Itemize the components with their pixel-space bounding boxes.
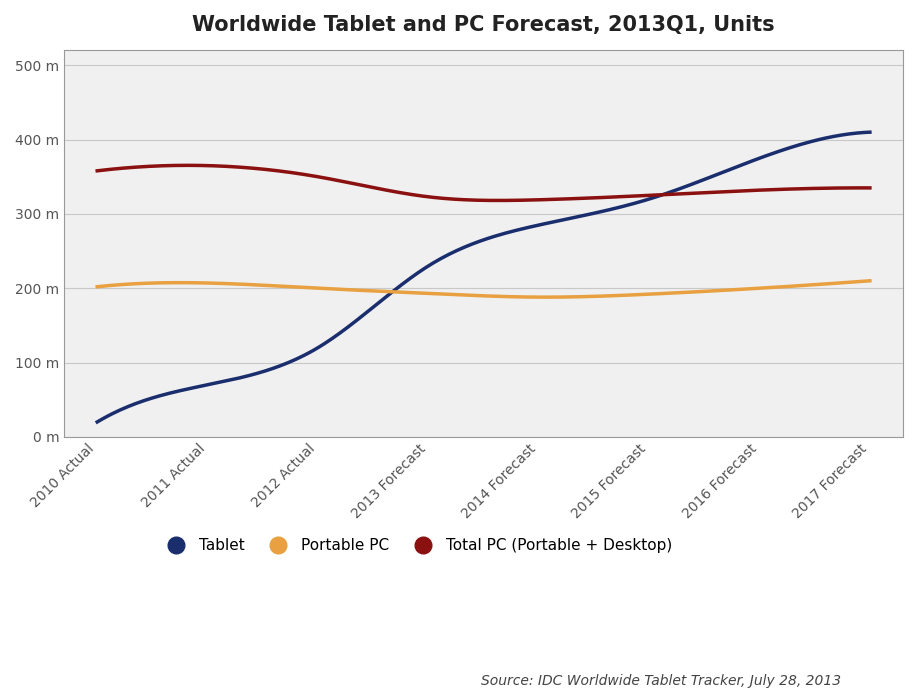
Legend: Tablet, Portable PC, Total PC (Portable + Desktop): Tablet, Portable PC, Total PC (Portable …	[153, 530, 679, 560]
Text: Source: IDC Worldwide Tablet Tracker, July 28, 2013: Source: IDC Worldwide Tablet Tracker, Ju…	[481, 674, 841, 688]
Title: Worldwide Tablet and PC Forecast, 2013Q1, Units: Worldwide Tablet and PC Forecast, 2013Q1…	[192, 15, 775, 35]
